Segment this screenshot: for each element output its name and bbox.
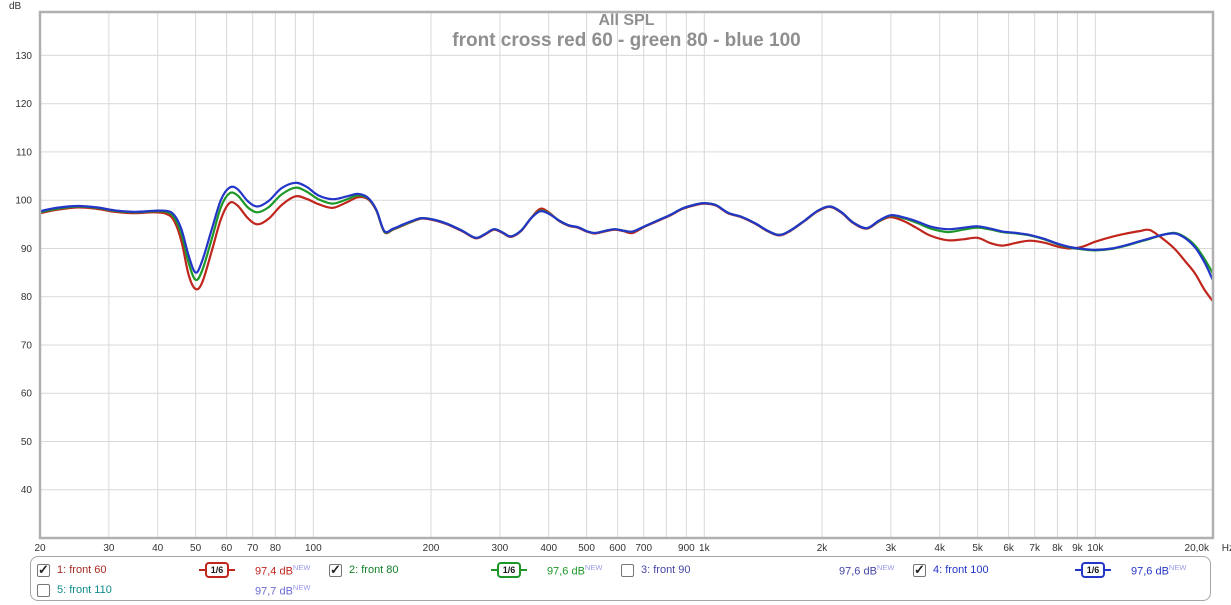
spl-value: 97,4 dBNEW <box>255 562 311 578</box>
new-flag: NEW <box>292 562 311 572</box>
legend-entry-4-front-100: ✓ 4: front 100 1/6 97,6 dBNEW <box>913 560 1205 580</box>
y-tick-label: 80 <box>21 292 33 303</box>
legend-entry-3-front-90: 3: front 90 97,6 dBNEW <box>621 560 913 580</box>
measurement-label: 4: front 100 <box>933 564 989 576</box>
y-tick-label: 130 <box>15 51 32 62</box>
x-tick-label: 9k <box>1072 543 1084 554</box>
measurement-checkbox[interactable]: ✓ <box>37 561 50 577</box>
new-flag: NEW <box>584 562 603 572</box>
legend-row-0: ✓ 1: front 60 1/6 97,4 dBNEW ✓ 2: front 80 1/6… <box>37 560 1205 580</box>
smoothing-control: 1/6 <box>1055 562 1131 578</box>
checkmark-icon: ✓ <box>914 561 925 577</box>
x-tick-label: 900 <box>678 543 695 554</box>
smoothing-control: 1/6 <box>471 562 547 578</box>
plot-border <box>38 10 1215 540</box>
y-tick-label: 110 <box>16 147 32 158</box>
x-tick-label: 6k <box>1003 543 1015 554</box>
x-tick-label: 300 <box>492 543 509 554</box>
checkmark-icon: ✓ <box>330 561 341 577</box>
x-axis-unit: Hz <box>1222 543 1231 554</box>
x-tick-label: 40 <box>152 543 164 554</box>
badge-wing-left <box>1074 569 1081 571</box>
axis-tick-labels: 20 30 40 50 60 70 80 100 200 300 400 500 600 700 900 1k… <box>9 1 1231 554</box>
y-tick-label: 60 <box>21 389 33 400</box>
x-tick-label: 100 <box>305 543 322 554</box>
measurement-checkbox[interactable] <box>621 563 634 577</box>
x-tick-label: 700 <box>635 543 652 554</box>
measurement-checkbox[interactable]: ✓ <box>913 561 926 577</box>
spl-value: 97,6 dBNEW <box>547 562 603 578</box>
measurement-label: 5: front 110 <box>57 584 112 596</box>
badge-wing-left <box>198 569 205 571</box>
measurement-legend: ✓ 1: front 60 1/6 97,4 dBNEW ✓ 2: front 80 1/6… <box>30 556 1211 601</box>
x-tick-label: 20 <box>34 543 46 554</box>
checkmark-icon: ✓ <box>38 561 49 577</box>
y-axis-unit: dB <box>9 1 22 12</box>
badge-wing-right <box>521 569 528 571</box>
x-tick-label: 200 <box>423 543 440 554</box>
x-tick-label: 70 <box>247 543 259 554</box>
x-tick-label: 10k <box>1087 543 1104 554</box>
new-flag: NEW <box>1168 562 1187 572</box>
new-flag: NEW <box>292 582 311 592</box>
y-tick-label: 90 <box>21 244 33 255</box>
spl-value: 97,7 dBNEW <box>255 582 311 598</box>
x-tick-label: 7k <box>1029 543 1041 554</box>
legend-row-1: 5: front 110 97,7 dBNEW <box>37 580 329 600</box>
x-tick-label: 80 <box>270 543 282 554</box>
x-tick-label: 4k <box>934 543 946 554</box>
x-tick-label: 20,0k <box>1185 543 1210 554</box>
smoothing-badge-button[interactable]: 1/6 <box>1080 562 1106 578</box>
measurement-label: 2: front 80 <box>349 564 399 576</box>
smoothing-badge-button[interactable]: 1/6 <box>496 562 522 578</box>
badge-wing-right <box>229 569 236 571</box>
x-tick-label: 1k <box>699 543 711 554</box>
smoothing-badge-button[interactable]: 1/6 <box>204 562 230 578</box>
x-tick-label: 400 <box>540 543 557 554</box>
spl-value: 97,6 dBNEW <box>1131 562 1187 578</box>
x-tick-label: 50 <box>190 543 202 554</box>
x-tick-label: 5k <box>972 543 984 554</box>
spl-traces <box>41 181 1212 303</box>
x-tick-label: 30 <box>103 543 115 554</box>
x-tick-label: 8k <box>1052 543 1064 554</box>
y-tick-label: 120 <box>15 99 32 110</box>
measurement-checkbox[interactable]: ✓ <box>329 561 342 577</box>
legend-entry-2-front-80: ✓ 2: front 80 1/6 97,6 dBNEW <box>329 560 621 580</box>
legend-entry-1-front-60: ✓ 1: front 60 1/6 97,4 dBNEW <box>37 560 329 580</box>
measurement-checkbox[interactable] <box>37 583 50 597</box>
spl-value: 97,6 dBNEW <box>839 562 895 578</box>
badge-wing-right <box>1105 569 1112 571</box>
x-tick-label: 500 <box>578 543 595 554</box>
legend-entry-5-front-110: 5: front 110 97,7 dBNEW <box>37 580 329 600</box>
new-flag: NEW <box>876 562 895 572</box>
y-tick-label: 50 <box>21 437 33 448</box>
y-tick-label: 70 <box>21 341 33 352</box>
smoothing-control: 1/6 <box>179 562 255 578</box>
x-tick-label: 600 <box>609 543 626 554</box>
x-tick-label: 2k <box>817 543 829 554</box>
gridlines <box>39 12 1214 538</box>
badge-wing-left <box>490 569 497 571</box>
y-tick-label: 40 <box>21 485 33 496</box>
measurement-label: 3: front 90 <box>641 564 691 576</box>
measurement-label: 1: front 60 <box>57 564 107 576</box>
trace-front-100 <box>41 181 1212 281</box>
y-tick-label: 100 <box>15 196 32 207</box>
x-tick-label: 3k <box>886 543 898 554</box>
x-tick-label: 60 <box>221 543 233 554</box>
